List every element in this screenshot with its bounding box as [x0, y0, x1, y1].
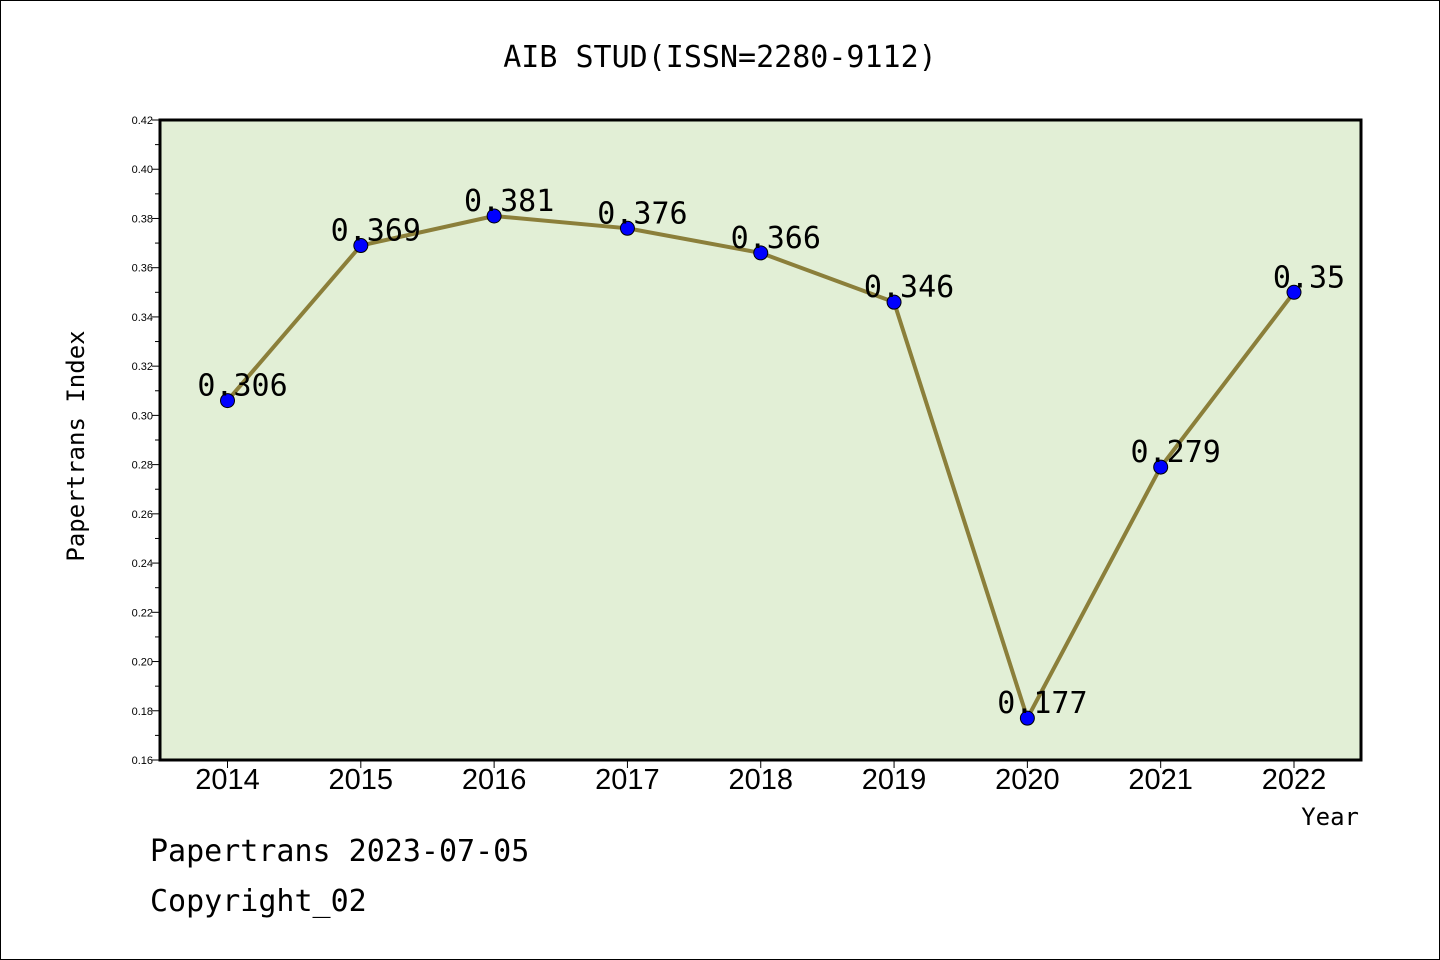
x-tick-label: 2018: [728, 764, 793, 796]
y-tick-label: 0.38: [132, 213, 153, 225]
y-tick-label: 0.36: [132, 263, 153, 275]
y-tick-label: 0.22: [132, 607, 153, 619]
y-tick-label: 0.16: [132, 755, 153, 767]
y-tick-label: 0.30: [132, 410, 153, 422]
data-label: 0.279: [1131, 435, 1221, 470]
data-point: [353, 238, 369, 254]
footer-copyright: Copyright_02: [150, 884, 367, 919]
y-tick-label: 0.20: [132, 657, 153, 669]
y-tick-label: 0.42: [132, 115, 153, 127]
y-tick-label: 0.28: [132, 460, 153, 472]
y-tick-label: 0.32: [132, 361, 153, 373]
x-tick-label: 2016: [462, 764, 527, 796]
y-tick-label: 0.26: [132, 509, 153, 521]
data-point: [220, 393, 235, 409]
x-tick-label: 2021: [1128, 764, 1193, 796]
x-axis: 2014 2015 2016 2017 2018 2019 2020 2021 2022: [195, 760, 1326, 796]
data-point: [486, 208, 502, 224]
y-tick-label: 0.34: [132, 312, 153, 324]
y-axis-label: Papertrans Index: [62, 330, 90, 561]
x-tick-label: 2015: [329, 764, 394, 796]
data-labels: 0.306 0.369 0.381 0.376 0.366 0.346 0.177 0.279…: [197, 184, 1345, 721]
data-point: [753, 245, 769, 261]
data-point: [1019, 710, 1035, 726]
chart-title: AIB STUD(ISSN=2280-9112): [503, 40, 936, 75]
data-label: 0.346: [864, 270, 954, 305]
y-axis: 0.16 0.18 0.20 0.22 0.24 0.26 0.28 0.30 0.32 0.34…: [132, 115, 160, 767]
data-point: [1153, 459, 1169, 475]
data-point: [1286, 284, 1302, 300]
data-label: 0.376: [597, 196, 687, 231]
data-points: [220, 208, 1302, 726]
x-tick-label: 2017: [595, 764, 660, 796]
data-label: 0.381: [464, 184, 554, 219]
data-label: 0.177: [997, 686, 1087, 721]
y-tick-label: 0.40: [132, 164, 153, 176]
data-label: 0.369: [331, 214, 421, 249]
footer-date-line: Papertrans 2023-07-05: [150, 834, 530, 869]
y-tick-label: 0.24: [132, 558, 153, 570]
x-tick-label: 2020: [995, 764, 1060, 796]
x-tick-label: 2019: [862, 764, 927, 796]
y-tick-label: 0.18: [132, 706, 153, 718]
data-label: 0.366: [731, 221, 821, 256]
x-axis-label: Year: [1301, 803, 1359, 831]
plot-area: [158, 118, 1363, 762]
data-point: [886, 294, 902, 310]
data-label: 0.306: [197, 369, 287, 404]
data-label: 0.35: [1273, 260, 1345, 295]
x-tick-label: 2022: [1262, 764, 1327, 796]
x-tick-label: 2014: [195, 764, 260, 796]
data-point: [619, 220, 635, 236]
